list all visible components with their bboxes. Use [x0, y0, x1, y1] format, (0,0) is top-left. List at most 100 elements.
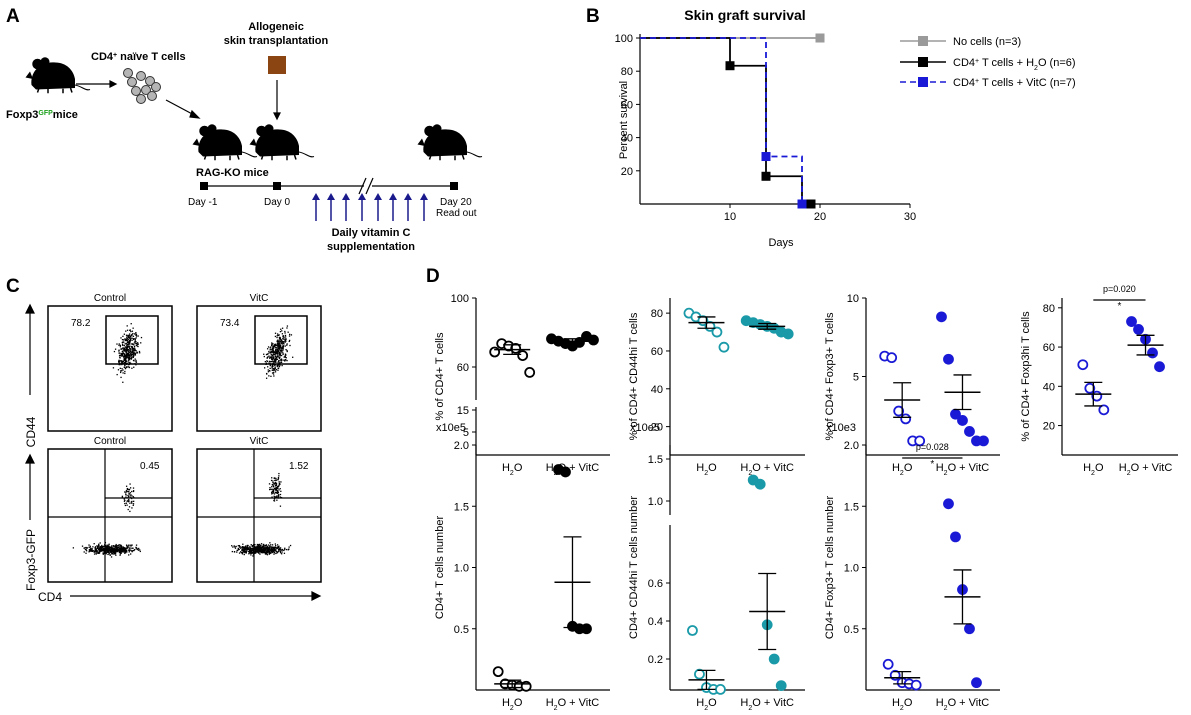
flow-dot [278, 484, 280, 486]
flow-dot [276, 496, 278, 498]
flow-dot [118, 551, 121, 554]
flow-dot [276, 333, 279, 335]
flow-dot [121, 547, 124, 549]
flow-dot [134, 339, 137, 341]
flow-dot [122, 546, 124, 548]
flow-dot [272, 546, 274, 549]
flow-dot [97, 551, 99, 554]
flow-dot [99, 542, 101, 544]
flow-dot [282, 348, 284, 350]
flow-dot [279, 356, 281, 359]
flow-dot [94, 549, 96, 551]
flow-dot [255, 547, 258, 549]
flow-dot [278, 341, 280, 343]
flow-dot [289, 544, 292, 547]
flow-title-control-bottom: Control [94, 436, 126, 447]
flow-dot [116, 373, 118, 376]
flow-dot [133, 500, 135, 502]
flow-dot [129, 487, 132, 489]
flow-dot [133, 549, 135, 552]
flow-dot [243, 553, 245, 556]
flow-dot [279, 345, 281, 348]
flow-dot [119, 367, 121, 369]
flow-dot [276, 495, 278, 497]
flow-dot [282, 346, 284, 348]
flow-dot [271, 496, 273, 498]
flow-dot [277, 361, 279, 363]
flow-dot [273, 353, 275, 356]
flow-dot [274, 354, 276, 356]
flow-dot [278, 489, 280, 491]
flow-dot [254, 552, 257, 554]
flow-dot [129, 336, 132, 338]
flow-dot [270, 479, 273, 482]
flow-dot [274, 479, 276, 482]
y-tick-label: 20 [1043, 421, 1055, 433]
flow-dot [265, 547, 267, 549]
flow-dot [271, 547, 273, 549]
data-point [950, 531, 961, 543]
y-axis-label: % of CD4+ CD44hi T cells [628, 312, 640, 440]
flow-dot [96, 545, 98, 547]
flow-dot [276, 499, 278, 501]
flow-dot [98, 550, 101, 552]
flow-dot [122, 548, 124, 550]
flow-dot [272, 547, 274, 550]
flow-dot [276, 491, 278, 493]
flow-dot [122, 381, 124, 383]
flow-dot [263, 367, 266, 369]
flow-dot [271, 551, 274, 554]
flow-dot [124, 343, 126, 345]
gate-vitc-cd44hi [254, 315, 308, 365]
flow-dot [127, 357, 129, 359]
flow-dot [98, 543, 100, 545]
flow-dot [121, 549, 123, 551]
flow-dot [279, 548, 281, 551]
flow-dot [281, 339, 283, 342]
flow-dot [284, 360, 286, 362]
flow-dot [265, 353, 268, 356]
flow-dot [258, 543, 260, 546]
flow-dot [112, 367, 115, 369]
scatter-plot-d3: 10 5 % of CD4+ Foxp3+ T cells H2O H2O + VitC [824, 293, 1000, 477]
flow-dot [268, 375, 270, 377]
flow-dot [129, 329, 131, 331]
flow-dot [126, 325, 128, 327]
flow-dot [97, 547, 99, 550]
flow-dot [107, 546, 109, 548]
flow-dot [281, 327, 284, 329]
flow-dot [275, 349, 277, 351]
flow-dot [271, 491, 273, 494]
flow-dot [251, 551, 253, 553]
y-axis-label: % of CD4+ Foxp3+ T cells [824, 312, 836, 440]
significance-star: * [930, 459, 934, 470]
flow-dot [265, 372, 268, 375]
flow-dot [277, 491, 279, 493]
flow-dot [132, 343, 134, 346]
flow-dot [124, 552, 126, 554]
flow-dot [282, 336, 284, 338]
flow-dot [281, 343, 284, 345]
flow-dot [272, 550, 275, 552]
flow-dot [133, 352, 135, 355]
flow-dot [272, 485, 275, 487]
flow-dot [124, 348, 126, 350]
flow-dot [283, 336, 285, 338]
flow-dot [238, 544, 240, 547]
flow-dot [113, 550, 115, 552]
data-point [492, 666, 504, 678]
flow-dot [257, 546, 259, 548]
flow-dot [118, 360, 120, 363]
flow-dot [116, 549, 118, 551]
y-tick-label: 40 [1043, 381, 1055, 393]
flow-dot [112, 551, 115, 554]
flow-dot [276, 490, 279, 493]
flow-dot [276, 358, 278, 360]
flow-dot [281, 347, 284, 349]
flow-dot [127, 354, 129, 356]
flow-dot [97, 552, 99, 554]
flow-dot [234, 547, 237, 549]
scatter-plot-d6: 1.5 1.0 0.6 0.4 0.2 CD4+ CD44hi T cells numbe… [628, 422, 805, 712]
flow-dot [117, 369, 120, 371]
flow-dot [125, 361, 128, 363]
